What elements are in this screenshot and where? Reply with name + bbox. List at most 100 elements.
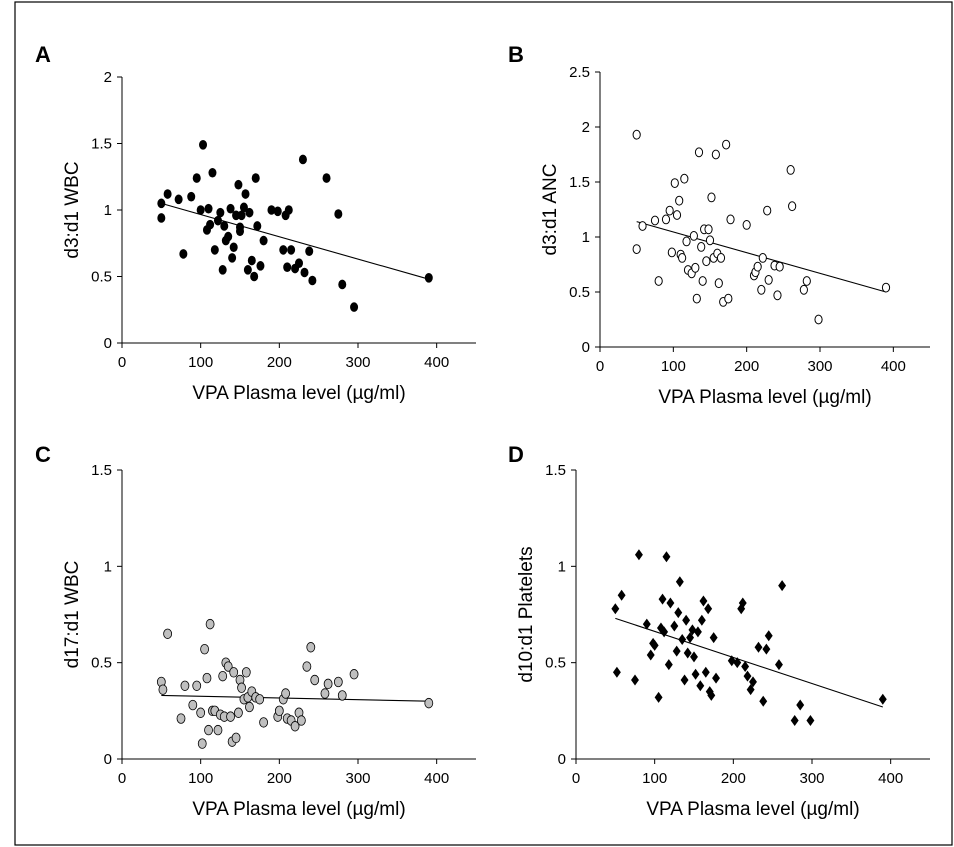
data-point (707, 192, 716, 203)
data-point (631, 674, 639, 686)
figure-border (14, 1, 953, 846)
data-point (612, 666, 621, 678)
x-tick-label: 200 (721, 770, 746, 787)
data-point (310, 674, 320, 686)
data-point (786, 165, 795, 175)
data-point (296, 715, 306, 726)
data-point (759, 695, 768, 707)
data-point (634, 549, 643, 561)
y-tick-label: 1.5 (545, 462, 566, 479)
x-tick-label: 400 (881, 358, 906, 375)
data-point (763, 205, 772, 216)
data-point (670, 178, 679, 189)
data-point (694, 147, 704, 158)
data-point (308, 275, 317, 286)
data-point (702, 256, 711, 267)
data-point (255, 694, 265, 705)
data-point (179, 249, 188, 259)
data-point (245, 207, 254, 218)
data-point (187, 191, 196, 202)
data-point (281, 688, 291, 699)
y-tick-label: 0.5 (545, 655, 566, 672)
data-point (697, 242, 706, 252)
data-point (762, 643, 771, 655)
data-point (682, 614, 691, 626)
data-point (163, 628, 173, 639)
data-point (228, 253, 237, 263)
y-axis-label: d10:d1 Platelets (516, 546, 537, 682)
y-tick-label: 0 (558, 751, 566, 768)
data-point (202, 672, 212, 684)
data-point (646, 649, 655, 661)
data-point (350, 302, 359, 312)
data-point (210, 245, 219, 255)
panel-letter-c: C (35, 442, 51, 467)
data-point (188, 699, 198, 711)
data-point (218, 670, 228, 682)
data-point (698, 276, 707, 286)
data-point (241, 189, 250, 199)
data-point (226, 711, 235, 722)
data-point (701, 666, 710, 678)
data-point (192, 173, 201, 183)
data-point (742, 220, 751, 230)
data-point (705, 235, 715, 246)
data-point (259, 717, 269, 728)
data-point (241, 667, 251, 678)
data-point (338, 279, 347, 290)
data-point (298, 154, 307, 165)
data-point (664, 659, 673, 671)
data-point (654, 691, 663, 703)
scatter-plot-b: 0 0.5 1 1.5 2 2.5 0 100 200 300 400 VPA Plasma leve… (540, 64, 930, 408)
data-point (424, 273, 433, 283)
y-tick-label: 1 (558, 558, 566, 575)
scatter-plot-d: 0 0.5 1 1.5 0 100 200 300 400 VPA Plasma level (µ… (516, 462, 930, 820)
data-point (660, 626, 669, 638)
data-point (213, 215, 222, 226)
data-point (722, 139, 731, 150)
data-point (764, 630, 773, 642)
data-point (200, 643, 210, 655)
data-point (197, 738, 207, 749)
data-point (682, 236, 691, 247)
x-tick-label: 300 (807, 358, 832, 375)
x-axis-label: VPA Plasma level (µg/ml) (192, 799, 405, 820)
data-point (220, 221, 229, 231)
data-point (707, 689, 716, 701)
data-point (642, 618, 651, 630)
data-point (216, 207, 225, 218)
data-point (691, 668, 700, 680)
data-point (680, 173, 689, 184)
data-point (632, 129, 641, 140)
data-point (229, 667, 239, 678)
data-point (236, 226, 244, 237)
x-tick-label: 200 (734, 358, 759, 375)
data-point (680, 674, 689, 686)
data-point (611, 603, 620, 615)
x-tick-label: 200 (267, 354, 292, 371)
data-point (764, 275, 773, 285)
data-point (667, 247, 676, 258)
x-tick-label: 0 (118, 354, 126, 371)
data-point (658, 593, 667, 605)
data-point (320, 688, 330, 699)
data-point (306, 642, 316, 653)
y-axis-label: d3:d1 WBC (62, 161, 83, 258)
x-tick-label: 100 (188, 770, 213, 787)
data-point (688, 624, 697, 636)
x-tick-label: 100 (188, 354, 213, 371)
data-point (424, 697, 434, 709)
data-point (213, 724, 223, 736)
data-point (881, 282, 891, 293)
data-point (287, 245, 296, 255)
data-point (226, 203, 235, 214)
data-point (697, 614, 706, 626)
data-point (705, 686, 714, 698)
data-point (163, 189, 172, 199)
data-point (196, 707, 206, 718)
panel-letter-a: A (35, 42, 51, 67)
data-point (337, 690, 347, 701)
data-point (229, 242, 238, 253)
data-point (234, 179, 243, 190)
data-point (218, 265, 227, 275)
